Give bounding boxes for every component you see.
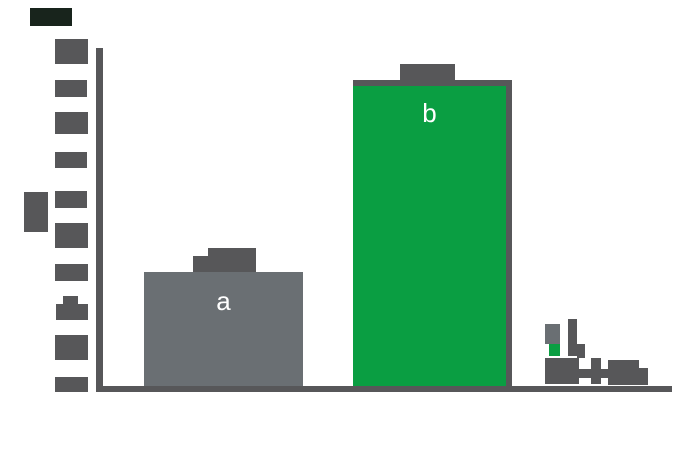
legend-tall-strip-block [568, 319, 577, 356]
bar-a-value-block-main [208, 248, 256, 272]
legend-plus-horizontal [579, 369, 609, 378]
y-tick-label-10 [55, 377, 88, 392]
legend-caption-block-1 [545, 358, 579, 384]
y-tick-label-9 [55, 335, 88, 360]
legend-caption-block-3 [639, 368, 648, 385]
y-tick-label-5 [55, 191, 87, 208]
bar-a-label: a [216, 286, 231, 316]
y-tick-label-8-top [63, 296, 78, 304]
legend-small-block [577, 344, 585, 358]
y-tick-label-8-main [56, 304, 88, 320]
legend-plus-vertical [591, 358, 601, 384]
bar-a: a [144, 272, 303, 386]
legend-green-swatch [549, 344, 560, 356]
legend-caption-block-2 [608, 360, 639, 385]
bar-b-label: b [422, 98, 437, 128]
y-tick-label-1 [55, 39, 88, 64]
x-axis-baseline [96, 386, 672, 392]
y-tick-label-3 [55, 112, 88, 134]
legend-gray-swatch-block [545, 324, 560, 344]
bar-b: b [353, 86, 506, 386]
bar-b-value-block [400, 64, 455, 80]
y-tick-label-7 [55, 264, 88, 281]
y-tick-label-6 [55, 223, 88, 248]
y-axis-line [96, 48, 103, 392]
bar-a-value-block-small [193, 256, 208, 272]
y-tick-label-2 [55, 80, 87, 97]
y-axis-title-block [24, 192, 48, 232]
top-left-logo-block [30, 8, 72, 26]
y-tick-label-4 [55, 152, 87, 168]
